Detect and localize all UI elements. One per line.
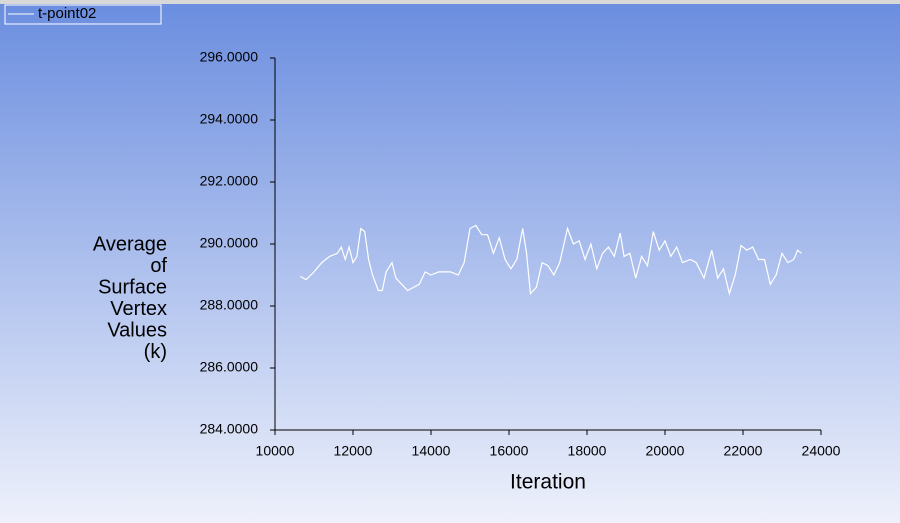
y-tick-label: 292.0000 — [200, 173, 259, 189]
y-axis-label: Values — [107, 319, 167, 341]
data-line — [300, 224, 802, 296]
x-tick-label: 12000 — [334, 443, 373, 459]
y-tick-label: 296.0000 — [200, 49, 259, 65]
y-axis-label: Average — [93, 233, 167, 255]
x-tick-label: 22000 — [724, 443, 763, 459]
x-tick-label: 24000 — [802, 443, 841, 459]
y-axis-label: (k) — [144, 341, 167, 363]
x-tick-label: 16000 — [490, 443, 529, 459]
y-axis-label: Vertex — [110, 298, 167, 320]
x-tick-label: 14000 — [412, 443, 451, 459]
y-tick-label: 290.0000 — [200, 235, 259, 251]
y-tick-label: 286.0000 — [200, 359, 259, 375]
legend-label: t-point02 — [38, 5, 96, 22]
x-axis-label: Iteration — [510, 471, 586, 494]
y-tick-label: 284.0000 — [200, 421, 259, 437]
y-tick-label: 294.0000 — [200, 111, 259, 127]
y-tick-label: 288.0000 — [200, 297, 259, 313]
x-tick-label: 18000 — [568, 443, 607, 459]
y-axis-label: of — [150, 255, 167, 277]
x-tick-label: 20000 — [646, 443, 685, 459]
legend-box — [4, 4, 162, 25]
y-axis-label: Surface — [98, 276, 167, 298]
x-tick-label: 10000 — [256, 443, 295, 459]
toolbar-strip — [0, 0, 900, 4]
